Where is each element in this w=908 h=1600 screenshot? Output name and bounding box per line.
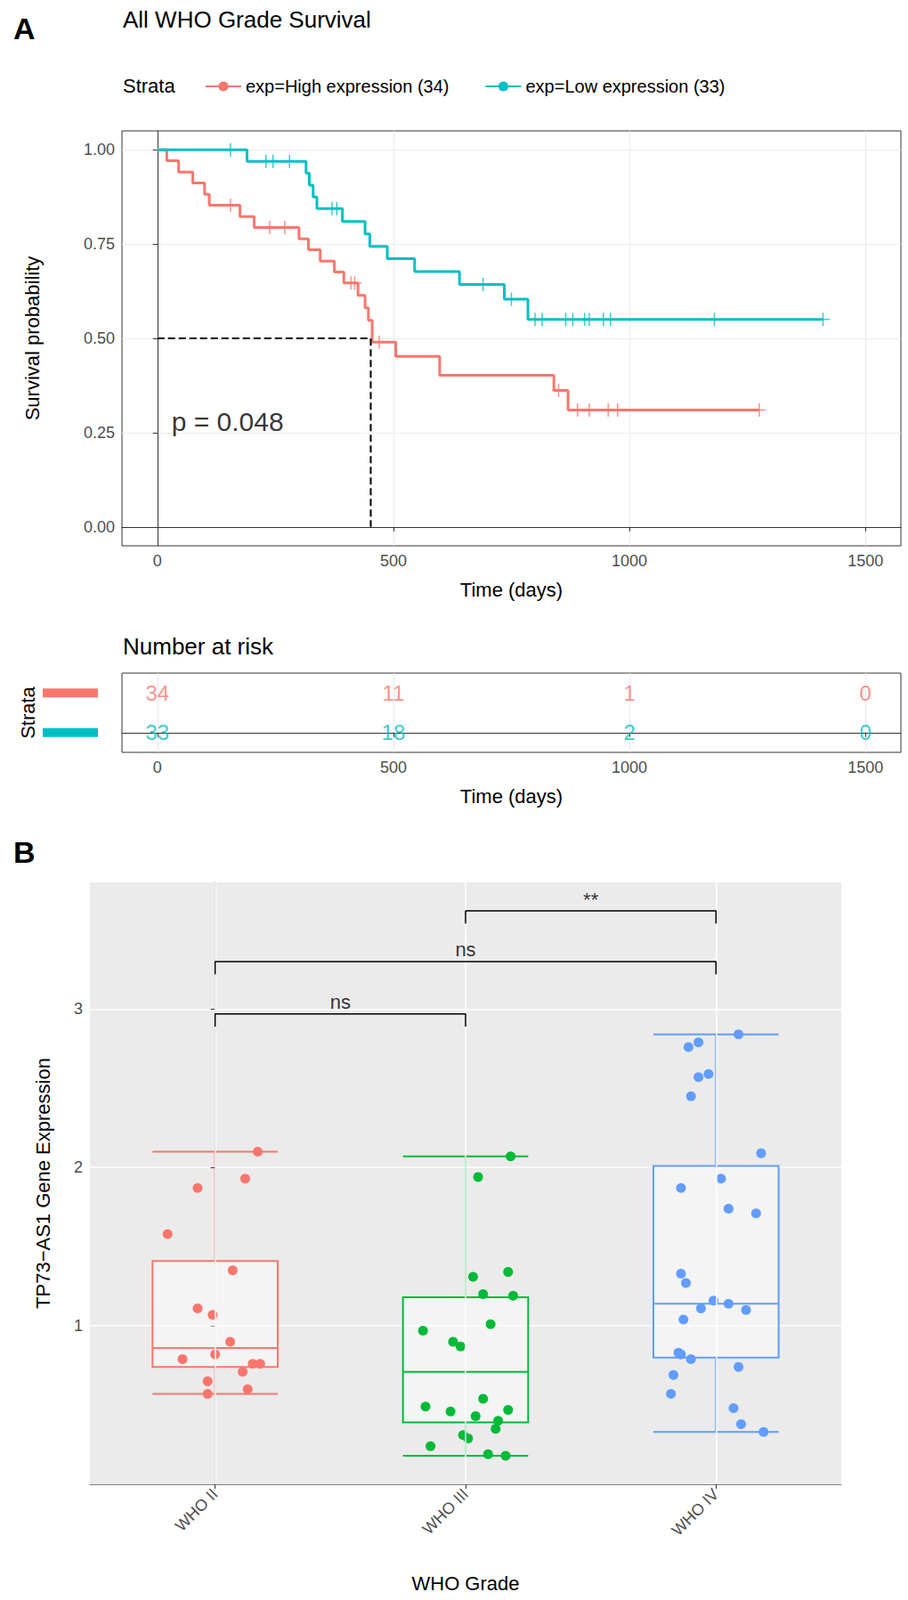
svg-text:0: 0 xyxy=(859,681,872,706)
svg-text:WHO Grade: WHO Grade xyxy=(411,1572,519,1595)
svg-text:Number at risk: Number at risk xyxy=(122,632,275,660)
svg-text:exp=High expression (34): exp=High expression (34) xyxy=(245,76,449,97)
svg-text:0.50: 0.50 xyxy=(83,329,115,348)
svg-text:A: A xyxy=(13,11,36,46)
svg-text:0.75: 0.75 xyxy=(83,235,115,253)
svg-text:34: 34 xyxy=(145,681,170,706)
svg-text:1: 1 xyxy=(623,681,635,706)
svg-text:Strata: Strata xyxy=(122,74,176,98)
svg-text:Time (days): Time (days) xyxy=(460,578,563,601)
svg-text:1000: 1000 xyxy=(611,758,648,777)
svg-text:2: 2 xyxy=(73,1158,83,1176)
svg-text:0: 0 xyxy=(153,551,163,570)
svg-text:WHO III: WHO III xyxy=(419,1484,472,1538)
svg-text:1: 1 xyxy=(73,1316,83,1335)
svg-text:0.25: 0.25 xyxy=(83,423,115,442)
svg-text:**: ** xyxy=(583,888,600,911)
svg-text:0.00: 0.00 xyxy=(83,518,115,536)
svg-text:500: 500 xyxy=(380,551,407,570)
svg-text:500: 500 xyxy=(380,758,407,777)
svg-text:WHO IV: WHO IV xyxy=(668,1484,723,1540)
svg-text:exp=Low expression (33): exp=Low expression (33) xyxy=(525,76,725,97)
svg-text:1000: 1000 xyxy=(611,551,648,570)
svg-text:0: 0 xyxy=(859,720,872,745)
svg-text:ns: ns xyxy=(330,990,351,1014)
svg-text:33: 33 xyxy=(145,720,170,745)
svg-text:0: 0 xyxy=(153,758,163,777)
svg-text:3: 3 xyxy=(73,999,83,1018)
svg-text:All WHO Grade Survival: All WHO Grade Survival xyxy=(122,6,372,33)
svg-text:Time (days): Time (days) xyxy=(460,785,563,808)
svg-text:TP73−AS1 Gene Expression: TP73−AS1 Gene Expression xyxy=(32,1057,55,1309)
svg-text:ns: ns xyxy=(454,938,476,961)
svg-text:11: 11 xyxy=(381,681,405,706)
svg-text:2: 2 xyxy=(623,720,635,745)
svg-text:1500: 1500 xyxy=(847,758,884,777)
svg-text:WHO II: WHO II xyxy=(171,1484,222,1535)
svg-text:1.00: 1.00 xyxy=(83,140,115,159)
svg-text:B: B xyxy=(13,835,36,869)
svg-text:1500: 1500 xyxy=(847,551,884,570)
svg-text:Strata: Strata xyxy=(16,685,40,738)
svg-text:Survival probability: Survival probability xyxy=(21,256,44,422)
svg-text:18: 18 xyxy=(381,720,406,745)
svg-text:p = 0.048: p = 0.048 xyxy=(171,406,284,437)
